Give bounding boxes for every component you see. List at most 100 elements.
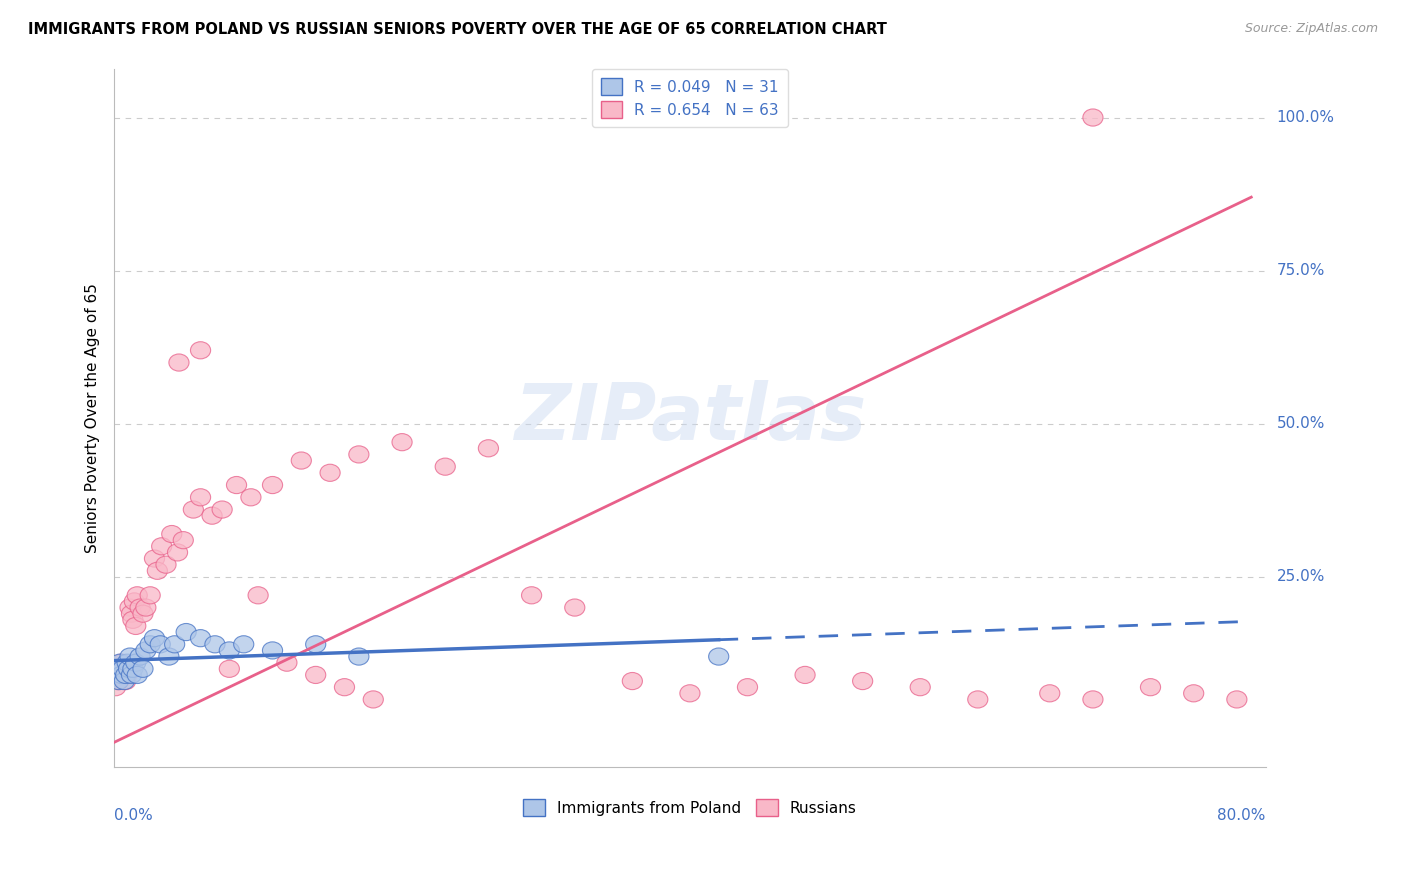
Ellipse shape xyxy=(122,611,143,628)
Ellipse shape xyxy=(478,440,499,457)
Ellipse shape xyxy=(121,605,142,623)
Ellipse shape xyxy=(112,660,134,677)
Ellipse shape xyxy=(349,446,368,463)
Ellipse shape xyxy=(910,679,931,696)
Ellipse shape xyxy=(125,654,146,672)
Ellipse shape xyxy=(183,501,204,518)
Text: ZIPatlas: ZIPatlas xyxy=(513,380,866,456)
Text: 50.0%: 50.0% xyxy=(1277,417,1324,432)
Ellipse shape xyxy=(190,342,211,359)
Ellipse shape xyxy=(134,660,153,677)
Ellipse shape xyxy=(263,642,283,659)
Text: IMMIGRANTS FROM POLAND VS RUSSIAN SENIORS POVERTY OVER THE AGE OF 65 CORRELATION: IMMIGRANTS FROM POLAND VS RUSSIAN SENIOR… xyxy=(28,22,887,37)
Ellipse shape xyxy=(165,636,184,653)
Ellipse shape xyxy=(219,642,239,659)
Ellipse shape xyxy=(152,538,172,555)
Ellipse shape xyxy=(120,599,141,616)
Ellipse shape xyxy=(169,354,188,371)
Text: 80.0%: 80.0% xyxy=(1218,808,1265,823)
Ellipse shape xyxy=(120,648,141,665)
Ellipse shape xyxy=(565,599,585,616)
Text: 100.0%: 100.0% xyxy=(1277,110,1334,125)
Ellipse shape xyxy=(134,605,153,623)
Ellipse shape xyxy=(110,654,129,672)
Ellipse shape xyxy=(436,458,456,475)
Ellipse shape xyxy=(108,673,128,690)
Text: 25.0%: 25.0% xyxy=(1277,569,1324,584)
Ellipse shape xyxy=(247,587,269,604)
Ellipse shape xyxy=(117,654,138,672)
Ellipse shape xyxy=(737,679,758,696)
Ellipse shape xyxy=(115,673,136,690)
Ellipse shape xyxy=(114,673,135,690)
Ellipse shape xyxy=(118,660,139,677)
Ellipse shape xyxy=(162,525,181,542)
Ellipse shape xyxy=(141,587,160,604)
Ellipse shape xyxy=(190,489,211,506)
Ellipse shape xyxy=(277,654,297,672)
Text: 75.0%: 75.0% xyxy=(1277,263,1324,278)
Ellipse shape xyxy=(321,464,340,482)
Ellipse shape xyxy=(108,673,128,690)
Ellipse shape xyxy=(167,544,187,561)
Ellipse shape xyxy=(305,666,326,683)
Ellipse shape xyxy=(1184,685,1204,702)
Ellipse shape xyxy=(127,666,148,683)
Ellipse shape xyxy=(363,691,384,708)
Ellipse shape xyxy=(190,630,211,647)
Ellipse shape xyxy=(125,617,146,634)
Ellipse shape xyxy=(110,660,129,677)
Ellipse shape xyxy=(121,666,142,683)
Ellipse shape xyxy=(112,666,134,683)
Ellipse shape xyxy=(156,556,176,574)
Ellipse shape xyxy=(305,636,326,653)
Ellipse shape xyxy=(124,593,145,610)
Ellipse shape xyxy=(148,562,167,580)
Ellipse shape xyxy=(136,642,156,659)
Ellipse shape xyxy=(117,666,138,683)
Ellipse shape xyxy=(129,599,150,616)
Ellipse shape xyxy=(107,660,127,677)
Ellipse shape xyxy=(118,660,139,677)
Ellipse shape xyxy=(129,648,150,665)
Ellipse shape xyxy=(233,636,254,653)
Ellipse shape xyxy=(205,636,225,653)
Text: Source: ZipAtlas.com: Source: ZipAtlas.com xyxy=(1244,22,1378,36)
Ellipse shape xyxy=(114,660,135,677)
Ellipse shape xyxy=(150,636,170,653)
Ellipse shape xyxy=(105,679,125,696)
Ellipse shape xyxy=(1083,109,1102,126)
Y-axis label: Seniors Poverty Over the Age of 65: Seniors Poverty Over the Age of 65 xyxy=(86,283,100,553)
Ellipse shape xyxy=(219,660,239,677)
Ellipse shape xyxy=(212,501,232,518)
Ellipse shape xyxy=(111,666,131,683)
Ellipse shape xyxy=(141,636,160,653)
Ellipse shape xyxy=(1083,691,1102,708)
Ellipse shape xyxy=(852,673,873,690)
Ellipse shape xyxy=(122,660,143,677)
Ellipse shape xyxy=(1039,685,1060,702)
Ellipse shape xyxy=(709,648,728,665)
Ellipse shape xyxy=(794,666,815,683)
Ellipse shape xyxy=(226,476,246,493)
Ellipse shape xyxy=(107,666,127,683)
Ellipse shape xyxy=(623,673,643,690)
Ellipse shape xyxy=(1140,679,1160,696)
Ellipse shape xyxy=(159,648,179,665)
Ellipse shape xyxy=(967,691,988,708)
Ellipse shape xyxy=(173,532,194,549)
Ellipse shape xyxy=(145,630,165,647)
Ellipse shape xyxy=(176,624,197,640)
Ellipse shape xyxy=(291,452,311,469)
Ellipse shape xyxy=(1227,691,1247,708)
Text: 0.0%: 0.0% xyxy=(114,808,153,823)
Ellipse shape xyxy=(335,679,354,696)
Ellipse shape xyxy=(681,685,700,702)
Ellipse shape xyxy=(145,550,165,567)
Ellipse shape xyxy=(522,587,541,604)
Ellipse shape xyxy=(392,434,412,450)
Ellipse shape xyxy=(136,599,156,616)
Ellipse shape xyxy=(111,654,131,672)
Ellipse shape xyxy=(240,489,262,506)
Ellipse shape xyxy=(349,648,368,665)
